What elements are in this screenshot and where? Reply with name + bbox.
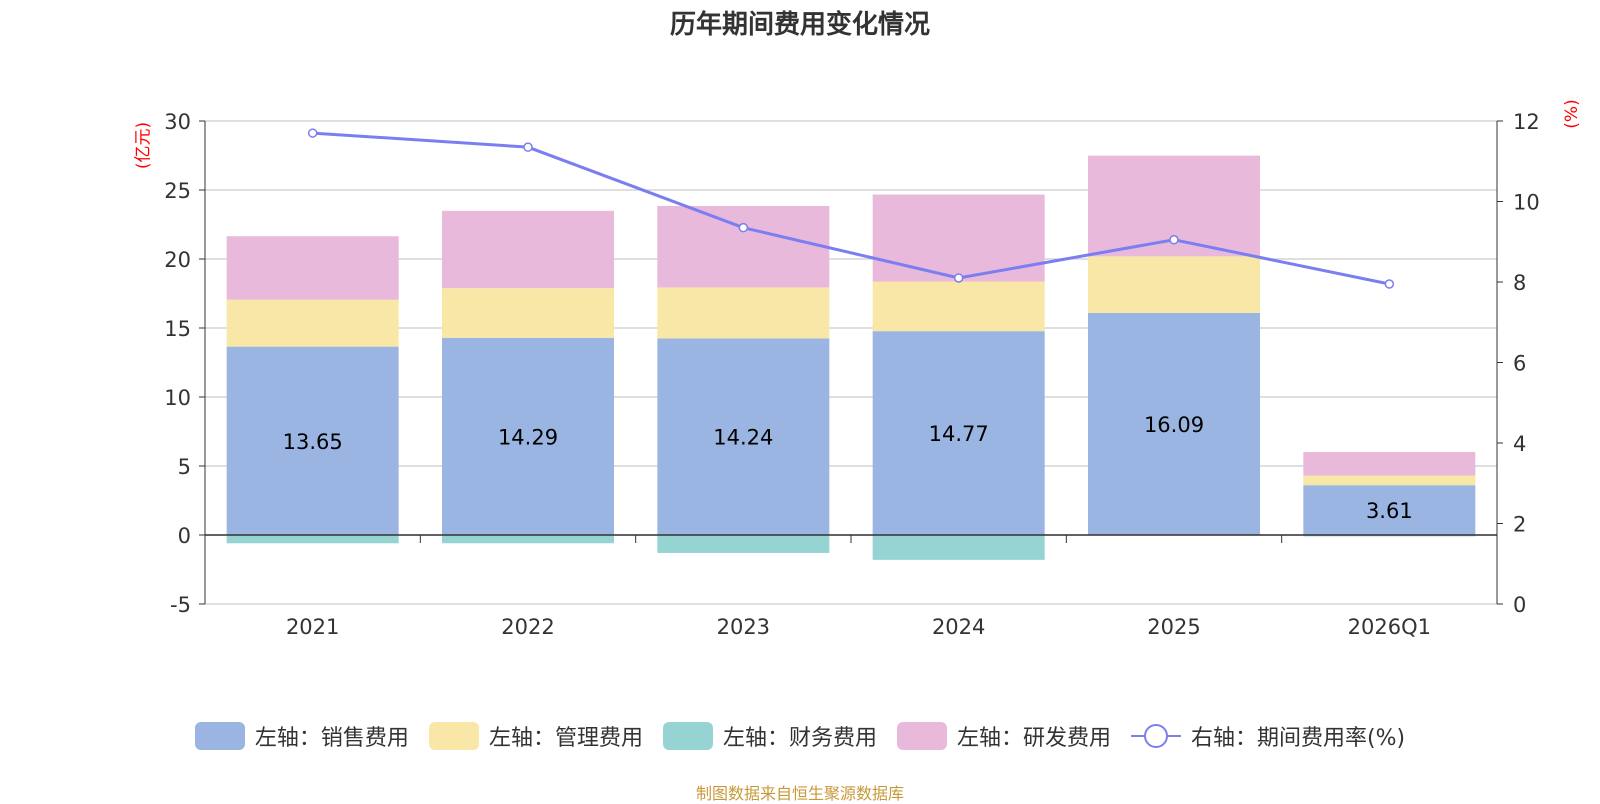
right-tick-label: 8: [1513, 271, 1526, 295]
grid-layer: [205, 120, 1497, 605]
category-label: 2024: [932, 615, 985, 639]
legend-item-sales[interactable]: 左轴：销售费用: [194, 720, 409, 752]
bar-segment: [1088, 256, 1260, 313]
left-tick-label: 5: [178, 455, 191, 479]
bar-segment: [226, 346, 399, 535]
legend-item-rate[interactable]: 右轴：期间费用率(%): [1130, 720, 1406, 752]
legend-label-rnd: 左轴：研发费用: [956, 726, 1111, 751]
bar-segment: [442, 337, 614, 535]
legend-swatch-rate: [1130, 722, 1181, 750]
rate-line: [312, 131, 1390, 286]
line-layer: [307, 128, 1395, 289]
legend-swatch-rnd: [896, 722, 947, 750]
right-axis-label: (%): [1562, 99, 1582, 129]
data-label: 14.77: [929, 422, 989, 446]
right-tick-label: 2: [1513, 513, 1526, 537]
legend-item-rnd[interactable]: 左轴：研发费用: [896, 720, 1111, 752]
bar-segment: [1303, 485, 1476, 535]
rate-point: [523, 142, 533, 152]
source-note: 制图数据来自恒生聚源数据库: [695, 784, 904, 803]
legend-item-admin[interactable]: 左轴：管理费用: [428, 720, 643, 752]
right-tick-label: 0: [1513, 593, 1526, 617]
legend-label-sales: 左轴：销售费用: [254, 726, 409, 751]
left-tick-label: 10: [164, 386, 191, 410]
right-tick-label: 6: [1513, 352, 1526, 376]
chart-title: 历年期间费用变化情况: [669, 10, 930, 40]
right-tick-label: 10: [1513, 191, 1540, 215]
data-label: 14.24: [713, 426, 773, 450]
bar-segment: [1088, 312, 1260, 535]
bar-segment: [872, 281, 1045, 332]
left-tick-label: 15: [164, 317, 191, 341]
legend: 左轴：销售费用 左轴：管理费用 左轴：财务费用 左轴：研发费用 右轴：期间费用率…: [0, 720, 1600, 752]
left-tick-label: -5: [170, 593, 191, 617]
rate-point: [307, 128, 318, 138]
right-tick-label: 12: [1513, 110, 1540, 134]
bar-segment: [442, 210, 614, 289]
data-label: 13.65: [283, 430, 343, 454]
bar-segment: [442, 288, 614, 338]
bar-segment: [657, 535, 830, 553]
legend-label-admin: 左轴：管理费用: [488, 726, 643, 751]
rate-point: [1384, 279, 1395, 289]
label-layer: 13.65 14.29 14.24 14.77 16.09 3.61: [283, 413, 1413, 523]
category-label: 2023: [717, 615, 770, 639]
category-label: 2026Q1: [1348, 615, 1431, 639]
bar-segment: [226, 299, 399, 347]
left-tick-label: 30: [164, 110, 191, 134]
legend-swatch-sales: [194, 722, 245, 750]
legend-swatch-admin: [428, 722, 479, 750]
left-axis-label: (亿元): [133, 121, 154, 170]
rate-point: [953, 273, 964, 283]
left-tick-label: 0: [178, 524, 191, 548]
bar-segment: [657, 206, 830, 288]
bar-segment: [226, 236, 399, 300]
legend-item-finance[interactable]: 左轴：财务费用: [662, 720, 877, 752]
category-label: 2025: [1147, 615, 1200, 639]
data-label: 14.29: [498, 425, 558, 449]
legend-label-rate: 右轴：期间费用率(%): [1190, 726, 1406, 751]
bar-segment: [657, 338, 830, 535]
data-label: 3.61: [1366, 499, 1413, 523]
bar-segment: [657, 287, 830, 339]
data-label: 16.09: [1144, 413, 1204, 437]
left-tick-label: 20: [164, 248, 191, 272]
bars-layer: [226, 155, 1476, 560]
rate-point: [738, 222, 749, 233]
right-tick-label: 4: [1513, 432, 1526, 456]
legend-label-finance: 左轴：财务费用: [722, 726, 877, 751]
bar-segment: [226, 535, 399, 544]
left-tick-label: 25: [164, 179, 191, 203]
bar-segment: [872, 331, 1045, 535]
bar-segment: [872, 535, 1045, 560]
rate-point: [1169, 234, 1179, 245]
category-label: 2021: [286, 615, 339, 639]
category-label: 2022: [501, 615, 554, 639]
legend-swatch-finance: [662, 722, 713, 750]
bar-segment: [442, 535, 614, 544]
bar-segment: [1303, 452, 1476, 476]
bar-segment: [1303, 475, 1476, 486]
